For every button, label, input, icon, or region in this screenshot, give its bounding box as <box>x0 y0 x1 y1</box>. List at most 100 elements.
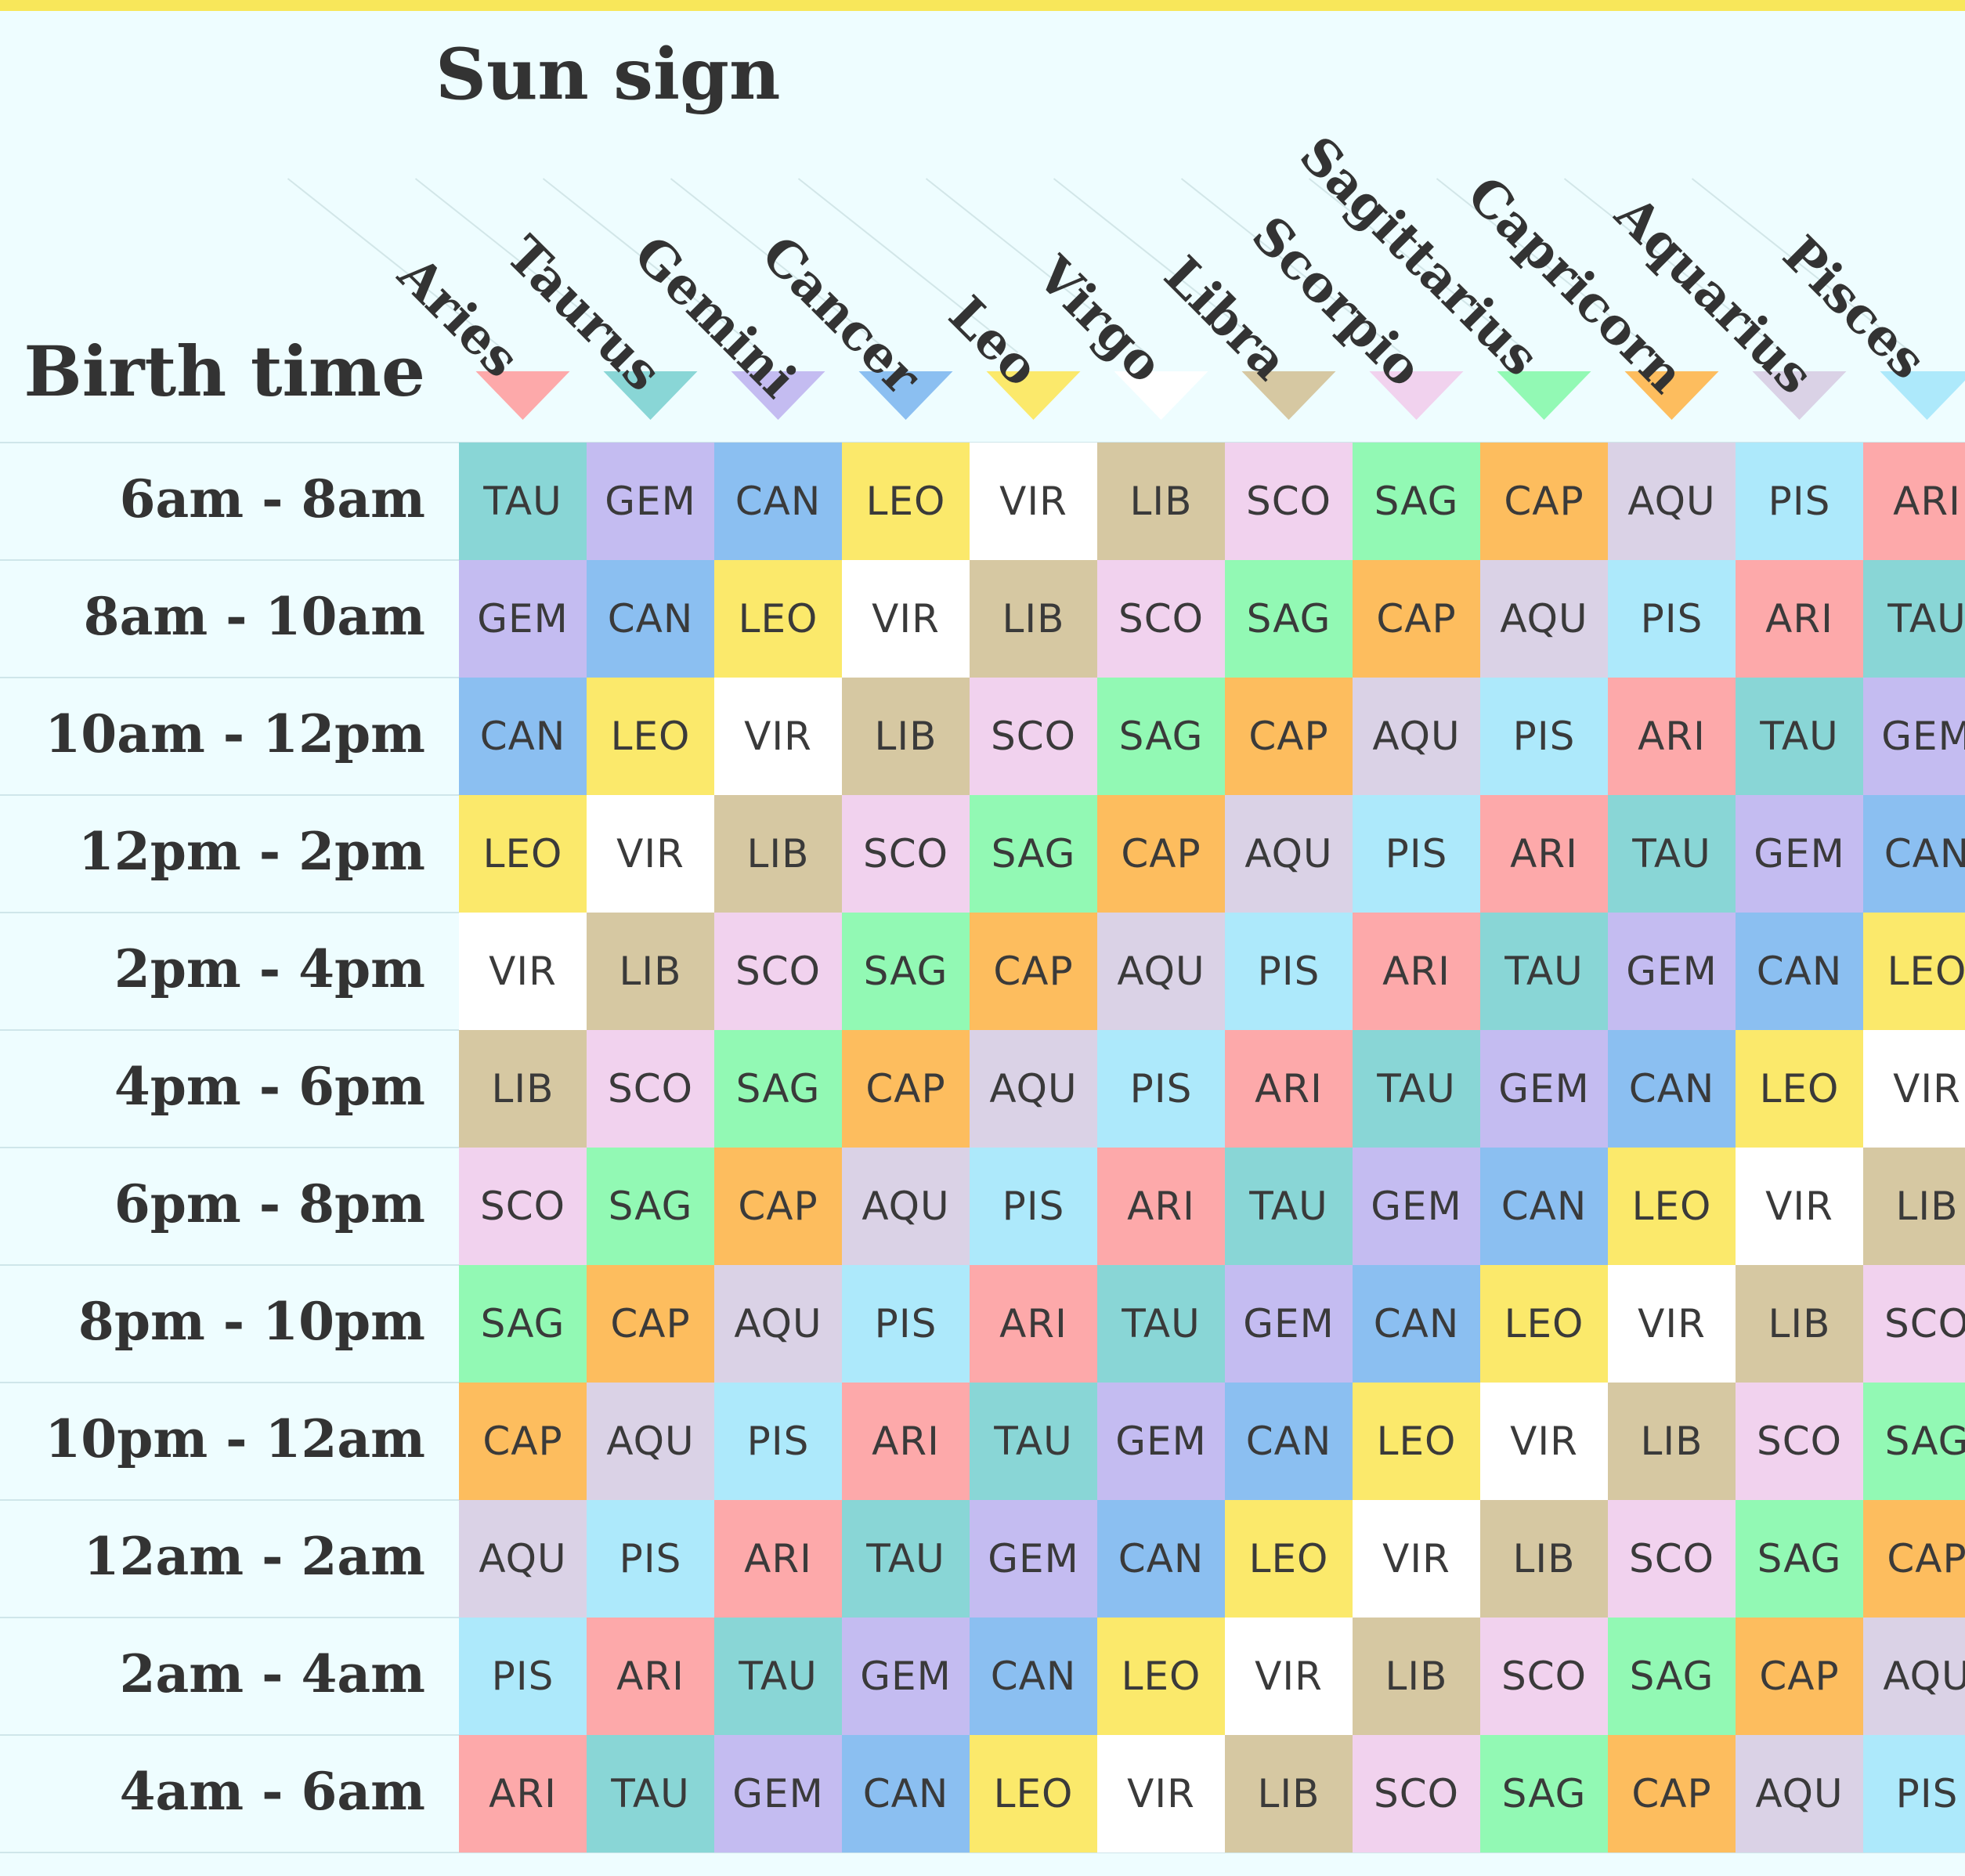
column-guide-line <box>1691 178 1913 353</box>
column-guide-line <box>1053 178 1274 353</box>
grid-cell: AQU <box>1225 795 1353 913</box>
grid-cell: SAG <box>1863 1383 1965 1500</box>
grid-cell: LEO <box>1097 1618 1225 1735</box>
grid-cell: SCO <box>1225 443 1353 560</box>
grid-cell: AQU <box>587 1383 714 1500</box>
grid-cell: VIR <box>1863 1030 1965 1148</box>
grid-cell: VIR <box>1736 1148 1863 1265</box>
grid-cell: TAU <box>970 1383 1097 1500</box>
row-label: 12pm - 2pm <box>78 821 425 882</box>
row-label: 10pm - 12am <box>45 1408 425 1469</box>
grid-cell: PIS <box>970 1148 1097 1265</box>
grid-cell: LEO <box>1353 1383 1480 1500</box>
column-marker-scorpio <box>1369 371 1464 420</box>
grid-cell: LIB <box>459 1030 587 1148</box>
grid-cell: AQU <box>1863 1618 1965 1735</box>
grid-cell: ARI <box>1863 443 1965 560</box>
grid-cell: VIR <box>1608 1265 1736 1383</box>
grid-cell: SAG <box>842 913 970 1030</box>
grid-cell: SAG <box>1225 560 1353 678</box>
grid-cell: GEM <box>1608 913 1736 1030</box>
grid-cell: CAP <box>1353 560 1480 678</box>
column-marker-pisces <box>1880 371 1965 420</box>
grid-cell: VIR <box>459 913 587 1030</box>
column-marker-virgo <box>1114 371 1208 420</box>
grid-cell: LEO <box>714 560 842 678</box>
column-guide-line <box>670 178 891 353</box>
grid-cell: TAU <box>1736 678 1863 795</box>
grid-cell: VIR <box>970 443 1097 560</box>
grid-cell: LEO <box>587 678 714 795</box>
grid-cell: ARI <box>459 1735 587 1853</box>
grid-cell: GEM <box>1097 1383 1225 1500</box>
grid-cell: CAP <box>1863 1500 1965 1618</box>
top-accent-bar <box>0 0 1965 11</box>
grid-cell: PIS <box>1353 795 1480 913</box>
grid-cell: ARI <box>1225 1030 1353 1148</box>
grid-cell: SCO <box>842 795 970 913</box>
column-marker-cancer <box>858 371 953 420</box>
grid-cell: ARI <box>1608 678 1736 795</box>
grid-cell: ARI <box>714 1500 842 1618</box>
grid-cell: AQU <box>459 1500 587 1618</box>
grid-cell: TAU <box>1353 1030 1480 1148</box>
column-marker-gemini <box>731 371 825 420</box>
grid-cell: PIS <box>1863 1735 1965 1853</box>
grid-cell: GEM <box>842 1618 970 1735</box>
grid-cell: VIR <box>1353 1500 1480 1618</box>
grid-cell: SAG <box>1480 1735 1608 1853</box>
column-guide-line <box>1308 178 1530 353</box>
grid-cell: CAN <box>970 1618 1097 1735</box>
grid-cell: CAN <box>1480 1148 1608 1265</box>
grid-cell: SAG <box>1736 1500 1863 1618</box>
grid-cell: SCO <box>1097 560 1225 678</box>
grid-cell: GEM <box>1480 1030 1608 1148</box>
grid-cell: LIB <box>842 678 970 795</box>
grid-cell: VIR <box>587 795 714 913</box>
grid-cell: AQU <box>1608 443 1736 560</box>
grid-cell: AQU <box>842 1148 970 1265</box>
grid-cell: LEO <box>842 443 970 560</box>
grid-cell: TAU <box>1480 913 1608 1030</box>
column-guide-line <box>797 178 1019 353</box>
grid-cell: SAG <box>970 795 1097 913</box>
chart-title: Sun sign <box>435 33 781 116</box>
grid-cell: LEO <box>1736 1030 1863 1148</box>
grid-cell: LIB <box>1225 1735 1353 1853</box>
grid-cell: AQU <box>714 1265 842 1383</box>
grid-cell: LIB <box>1608 1383 1736 1500</box>
row-label: 2pm - 4pm <box>114 938 425 999</box>
grid-cell: PIS <box>1225 913 1353 1030</box>
grid-cell: SAG <box>459 1265 587 1383</box>
grid-cell: GEM <box>587 443 714 560</box>
grid-cell: CAP <box>1608 1735 1736 1853</box>
grid-cell: SCO <box>714 913 842 1030</box>
grid-cell: VIR <box>1480 1383 1608 1500</box>
grid-cell: LEO <box>459 795 587 913</box>
grid-cell: SCO <box>1608 1500 1736 1618</box>
grid-cell: AQU <box>970 1030 1097 1148</box>
row-axis-title: Birth time <box>23 331 425 412</box>
grid-cell: ARI <box>1353 913 1480 1030</box>
grid-cell: CAP <box>587 1265 714 1383</box>
row-label: 8pm - 10pm <box>78 1291 425 1352</box>
grid-cell: ARI <box>587 1618 714 1735</box>
grid-cell: PIS <box>587 1500 714 1618</box>
grid-cell: GEM <box>1863 678 1965 795</box>
grid-cell: SAG <box>1353 443 1480 560</box>
grid-cell: PIS <box>1097 1030 1225 1148</box>
grid-cell: GEM <box>1225 1265 1353 1383</box>
row-label: 4pm - 6pm <box>114 1056 425 1117</box>
grid-cell: ARI <box>1736 560 1863 678</box>
column-guide-line <box>925 178 1147 353</box>
column-marker-capricorn <box>1624 371 1719 420</box>
grid-cell: LIB <box>1097 443 1225 560</box>
row-label: 6am - 8am <box>119 468 425 530</box>
column-marker-libra <box>1241 371 1336 420</box>
grid-cell: CAP <box>1480 443 1608 560</box>
column-marker-aquarius <box>1752 371 1847 420</box>
grid-cell: SCO <box>459 1148 587 1265</box>
grid-cell: SAG <box>587 1148 714 1265</box>
grid-cell: TAU <box>1863 560 1965 678</box>
grid-cell: VIR <box>714 678 842 795</box>
